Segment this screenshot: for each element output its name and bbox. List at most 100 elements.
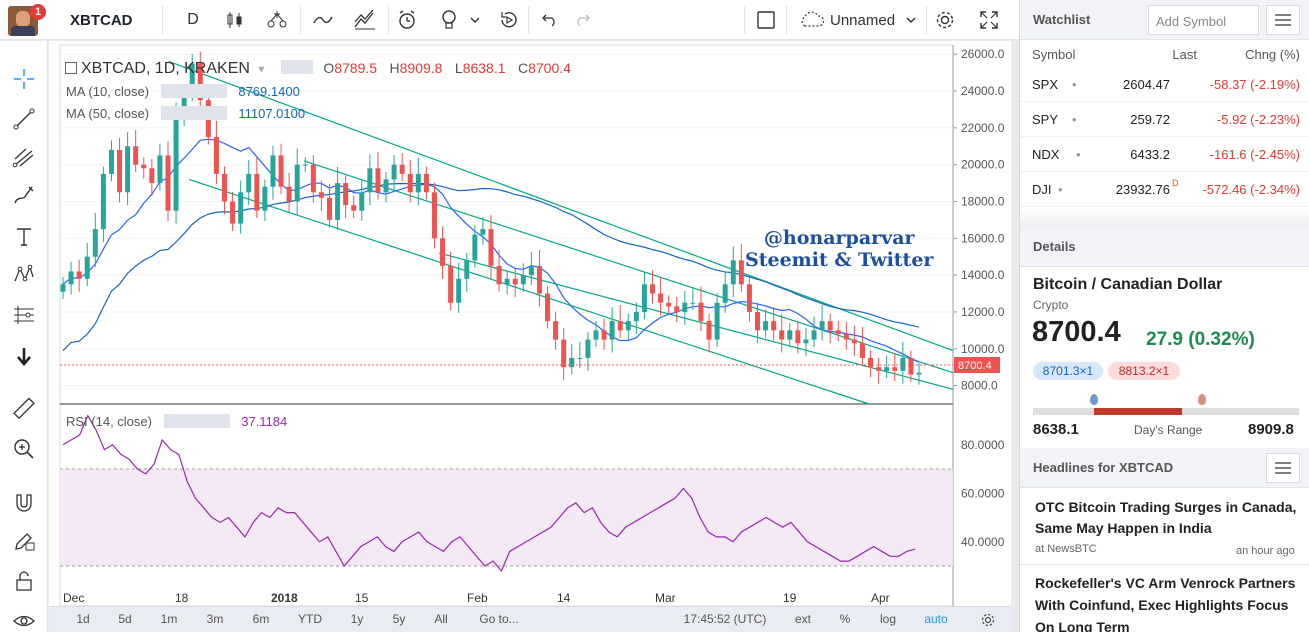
col-change[interactable]: Chng (%) xyxy=(1245,47,1300,62)
ma50-actions-icon[interactable] xyxy=(160,106,227,120)
collapse-legend-icon[interactable] xyxy=(65,62,77,74)
range-6m[interactable]: 6m xyxy=(252,612,270,626)
indicators-icon[interactable] xyxy=(308,0,338,40)
chart-pane[interactable]: 26000.0 24000.0 22000.0 20000.0 18000.0 16000… xyxy=(49,41,1011,608)
eye-icon[interactable] xyxy=(10,607,38,632)
watchlist-row[interactable]: NDX • 6433.2 -161.6 (-2.45%) xyxy=(1020,137,1309,172)
trend-line-icon[interactable] xyxy=(10,105,38,133)
candle-body xyxy=(706,321,712,340)
rsi-legend[interactable]: RSI (14, close) 37.1184 xyxy=(66,414,288,429)
redo-icon[interactable] xyxy=(568,0,596,40)
candle-body xyxy=(278,155,284,187)
range-1m[interactable]: 1m xyxy=(160,612,178,626)
channel-lower-line xyxy=(188,178,870,405)
col-symbol[interactable]: Symbol xyxy=(1032,47,1076,62)
rsi-value: 37.1184 xyxy=(241,414,288,429)
range-5y[interactable]: 5y xyxy=(392,612,406,626)
candle-body xyxy=(68,271,74,285)
goto-button[interactable]: Go to... xyxy=(479,612,519,626)
candle-body xyxy=(730,260,736,285)
templates-icon[interactable] xyxy=(350,0,380,40)
ideas-chevron-down-icon[interactable] xyxy=(466,0,484,40)
ext-toggle[interactable]: ext xyxy=(794,612,811,626)
price-tick-label: 16000.0 xyxy=(961,231,1005,245)
add-symbol-input[interactable]: Add Symbol xyxy=(1148,5,1259,35)
pitchfork-icon[interactable] xyxy=(10,143,38,171)
rsi-actions-icon[interactable] xyxy=(163,414,230,428)
time-tick-label: 2018 xyxy=(271,591,298,605)
candle-body xyxy=(262,186,268,211)
col-last[interactable]: Last xyxy=(1172,47,1197,62)
candle-body xyxy=(496,265,502,285)
range-1d[interactable]: 1d xyxy=(76,612,90,626)
watchlist-row[interactable]: SPY • 259.72 -5.92 (-2.23%) xyxy=(1020,102,1309,137)
log-toggle[interactable]: log xyxy=(879,612,896,626)
legend-eye-settings-icon[interactable] xyxy=(280,60,313,74)
ma10-legend[interactable]: MA (10, close) 8769.1400 xyxy=(66,84,300,99)
candle-body xyxy=(714,302,720,340)
text-tool-icon[interactable] xyxy=(10,223,38,251)
arrow-down-icon[interactable] xyxy=(10,343,38,371)
ma50-legend[interactable]: MA (50, close) 11107.0100 xyxy=(66,106,306,121)
crosshair-icon[interactable] xyxy=(10,65,38,93)
cloud-icon[interactable] xyxy=(798,0,826,40)
candle-body xyxy=(803,339,809,344)
interval-button[interactable]: D xyxy=(187,11,199,28)
headlines-menu-icon[interactable] xyxy=(1266,453,1300,483)
pattern-icon[interactable] xyxy=(10,261,38,289)
main-legend[interactable]: XBTCAD, 1D, KRAKEN ▾ O8789.5 H8909.8 L86… xyxy=(65,60,571,78)
candle-body xyxy=(512,278,518,285)
range-5d[interactable]: 5d xyxy=(118,612,132,626)
range-all[interactable]: All xyxy=(434,612,448,626)
watchlist-row[interactable]: DJI • 23932.76 D -572.46 (-2.34%) xyxy=(1020,172,1309,207)
lock-drawing-pencil-icon[interactable] xyxy=(10,527,38,555)
watchlist-row[interactable]: SPX • 2604.47 -58.37 (-2.19%) xyxy=(1020,67,1309,102)
fullscreen-square-icon[interactable] xyxy=(752,0,780,40)
day-range-fill xyxy=(1094,408,1182,415)
layout-name[interactable]: Unnamed xyxy=(830,11,896,29)
candle-body xyxy=(189,63,195,92)
ruler-icon[interactable] xyxy=(10,395,38,423)
brush-icon[interactable] xyxy=(10,181,38,209)
ma10-actions-icon[interactable] xyxy=(160,84,227,98)
clock-text: 17:45:52 (UTC) xyxy=(683,612,767,626)
replay-icon[interactable] xyxy=(494,0,524,40)
range-1y[interactable]: 1y xyxy=(350,612,364,626)
last-price: 8700.4 xyxy=(1032,316,1121,348)
range-3m[interactable]: 3m xyxy=(206,612,224,626)
drawing-toolbar xyxy=(0,41,48,632)
time-tick-label: 18 xyxy=(175,591,189,605)
time-tick-label: 19 xyxy=(783,591,797,605)
range-ytd[interactable]: YTD xyxy=(298,612,322,626)
candle-body xyxy=(585,339,591,358)
lock-icon[interactable] xyxy=(10,567,38,595)
compare-icon[interactable] xyxy=(262,0,292,40)
price-chart[interactable]: 26000.0 24000.0 22000.0 20000.0 18000.0 16000… xyxy=(49,41,1011,608)
symbol-search-button[interactable]: XBTCAD xyxy=(70,11,133,29)
auto-toggle[interactable]: auto xyxy=(924,612,948,626)
candle-body xyxy=(674,306,680,312)
layout-chevron-down-icon[interactable] xyxy=(900,0,922,40)
alert-icon[interactable] xyxy=(392,0,422,40)
candle-body xyxy=(666,302,672,307)
price-tick-label: 20000.0 xyxy=(961,158,1005,172)
legend-dropdown-icon[interactable]: ▾ xyxy=(258,62,265,76)
candle-body xyxy=(593,330,599,340)
candles-icon[interactable] xyxy=(220,0,250,40)
ideas-lightbulb-icon[interactable] xyxy=(436,0,462,40)
headline-title[interactable]: OTC Bitcoin Trading Surges in Canada, Sa… xyxy=(1035,499,1297,536)
undo-icon[interactable] xyxy=(536,0,564,40)
magnet-icon[interactable] xyxy=(10,489,38,517)
headline-title[interactable]: Rockefeller's VC Arm Venrock Partners Wi… xyxy=(1035,575,1296,632)
settings-gear-icon[interactable] xyxy=(930,0,960,40)
maximize-icon[interactable] xyxy=(974,0,1004,40)
zoom-in-icon[interactable] xyxy=(10,435,38,463)
percent-toggle[interactable]: % xyxy=(839,612,851,626)
prediction-icon[interactable] xyxy=(10,301,38,329)
chart-settings-gear-icon[interactable] xyxy=(977,607,999,632)
candle-body xyxy=(868,357,874,368)
candle-body xyxy=(181,91,187,119)
watchlist-menu-icon[interactable] xyxy=(1266,5,1300,35)
instrument-name: Bitcoin / Canadian Dollar xyxy=(1033,276,1223,293)
